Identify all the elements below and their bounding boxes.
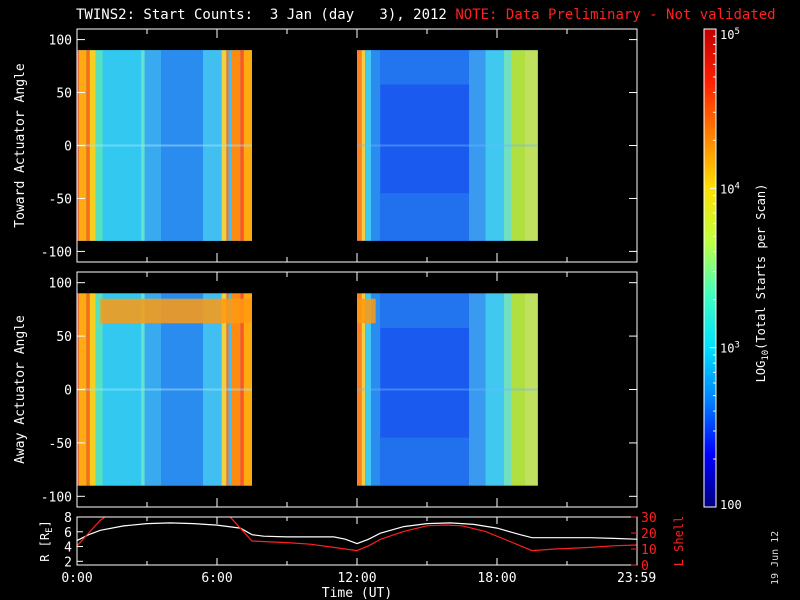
data-band: [357, 298, 376, 324]
data-column: [357, 293, 362, 486]
data-column: [357, 50, 362, 241]
l-shell-series-line: [77, 517, 637, 552]
data-shade: [380, 50, 469, 85]
data-column: [485, 50, 504, 241]
data-column: [371, 50, 381, 241]
title-note: NOTE: Data Preliminary - Not validated: [455, 7, 776, 23]
colorbar-scale: [703, 28, 717, 508]
data-column: [365, 293, 371, 486]
l-shell-tick-label: 30: [641, 511, 657, 526]
y-tick-label: -50: [49, 192, 72, 207]
colorbar: 100 103 104 105 LOG10(Total Starts per Scan): [703, 27, 771, 512]
r-tick-label: 6: [64, 526, 72, 541]
x-tick-label: 6:00: [201, 571, 232, 586]
r-tick-label: 2: [64, 555, 72, 570]
chart-title: TWINS2: Start Counts: 3 Jan (day 3), 201…: [76, 7, 776, 23]
data-column: [525, 50, 538, 241]
x-axis-label: Time (UT): [322, 586, 392, 600]
y-tick-label: 50: [56, 330, 72, 345]
data-shade: [380, 437, 469, 486]
bottom-panel: 100 50 0 -50 -100 Away Actuator Angle: [13, 271, 638, 508]
l-shell-axis-label: L Shell: [672, 516, 686, 567]
data-column: [361, 50, 366, 241]
data-column: [504, 293, 511, 486]
x-tick-label: 0:00: [61, 571, 92, 586]
colorbar-label: LOG10(Total Starts per Scan): [754, 184, 771, 383]
r-axis-label: R [RE]: [38, 520, 55, 562]
y-axis-label: Away Actuator Angle: [13, 315, 28, 464]
l-shell-tick-label: 0: [641, 559, 649, 574]
colorbar-tick-1e4: 104: [720, 181, 740, 196]
top-panel: 100 50 0 -50 -100 Toward Actuator Angle: [13, 28, 638, 263]
l-shell-tick-label: 20: [641, 527, 657, 542]
colorbar-tick-1e3: 103: [720, 341, 740, 356]
y-tick-label: 0: [64, 140, 72, 155]
x-tick-label: 18:00: [477, 571, 516, 586]
y-tick-label: -100: [41, 490, 72, 505]
y-tick-label: 100: [49, 34, 72, 49]
x-tick-label: 12:00: [337, 571, 376, 586]
y-tick-label: 100: [49, 277, 72, 292]
ephem-frame: [76, 516, 638, 566]
data-shade: [380, 293, 469, 328]
y-tick-label: 0: [64, 384, 72, 399]
data-column: [485, 293, 504, 486]
data-column: [469, 293, 486, 486]
colorbar-tick-100: 100: [720, 498, 742, 512]
y-tick-label: -50: [49, 437, 72, 452]
data-column: [504, 50, 511, 241]
y-tick-label: -100: [41, 245, 72, 260]
data-column: [511, 50, 525, 241]
title-main: TWINS2: Start Counts: 3 Jan (day 3), 201…: [76, 7, 447, 23]
data-shade: [380, 193, 469, 241]
data-column: [511, 293, 525, 486]
r-tick-label: 8: [64, 511, 72, 526]
data-column: [371, 293, 381, 486]
data-column: [469, 50, 486, 241]
r-series-line: [77, 522, 637, 545]
x-tick-label: 23:59: [617, 571, 656, 586]
data-column: [525, 293, 538, 486]
y-axis-label: Toward Actuator Angle: [13, 63, 28, 228]
data-column: [361, 293, 366, 486]
y-tick-label: 50: [56, 87, 72, 102]
colorbar-tick-1e5: 105: [720, 27, 740, 42]
data-column: [365, 50, 371, 241]
l-shell-tick-label: 10: [641, 543, 657, 558]
r-tick-label: 4: [64, 541, 72, 556]
data-band: [100, 298, 252, 324]
